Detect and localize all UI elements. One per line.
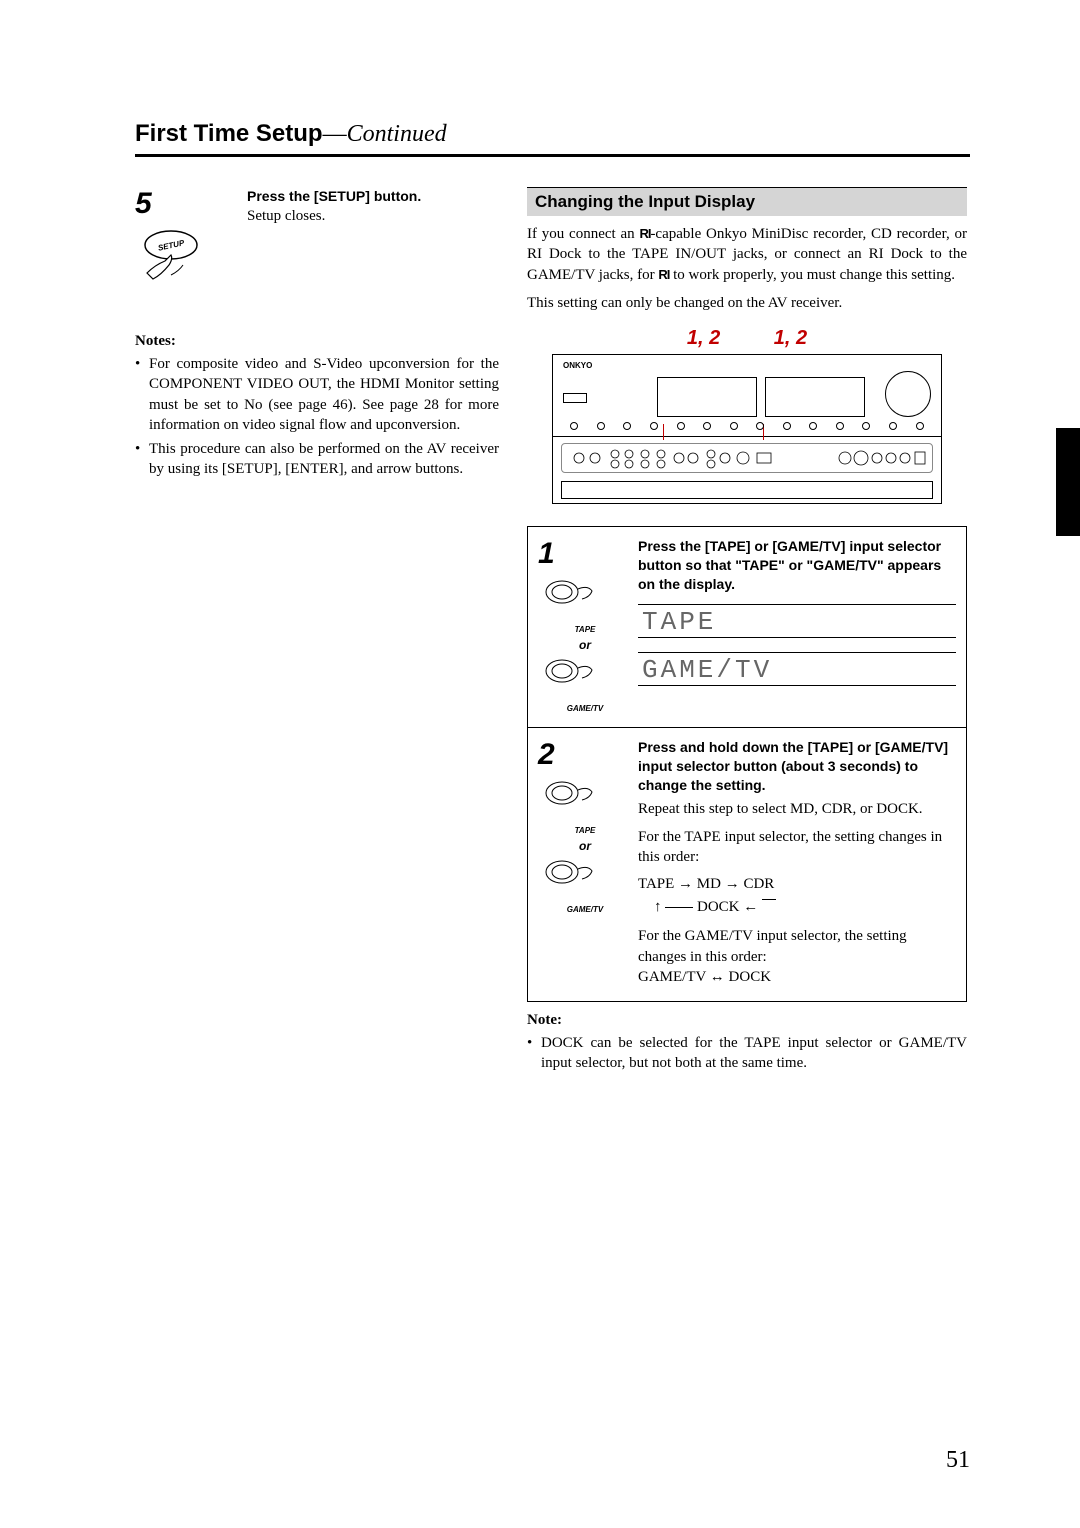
step-2-line2: For the TAPE input selector, the setting… xyxy=(638,827,956,868)
right-note-1: DOCK can be selected for the TAPE input … xyxy=(527,1033,967,1074)
step-1-left: 1 TAPE or xyxy=(538,537,632,713)
tape-button-illustration-2: TAPE xyxy=(538,778,632,835)
step-5: 5 SETUP Press the [SETUP] button. Setup … xyxy=(135,187,499,303)
left-note-1: For composite video and S-Video upconver… xyxy=(135,354,499,435)
cycle-corner xyxy=(762,899,776,900)
page-container: First Time Setup—Continued 5 SETUP xyxy=(0,0,1080,1134)
title-main: First Time Setup xyxy=(135,120,323,147)
dock-text: DOCK xyxy=(697,899,740,915)
cycle-underline-left xyxy=(665,907,693,908)
section-tab xyxy=(1056,428,1080,536)
step-5-heading: Press the [SETUP] button. xyxy=(247,187,499,206)
step-2-content: Press and hold down the [TAPE] or [GAME/… xyxy=(638,738,956,987)
intro-paragraph-1: If you connect an RI-capable Onkyo MiniD… xyxy=(527,224,967,285)
receiver-top-panel: ONKYO xyxy=(553,355,941,437)
tray xyxy=(561,481,933,499)
left-note-2: This procedure can also be performed on … xyxy=(135,439,499,480)
step-5-text: Press the [SETUP] button. Setup closes. xyxy=(247,187,499,303)
step-2-line1: Repeat this step to select MD, CDR, or D… xyxy=(638,799,956,819)
ri-icon: RI xyxy=(639,225,650,243)
step-2: 2 TAPE or xyxy=(528,728,966,1001)
step-number-5: 5 SETUP xyxy=(135,187,235,303)
section-heading: Changing the Input Display xyxy=(527,187,967,216)
callout-1-2-b: 1, 2 xyxy=(774,327,807,349)
right-note-label: Note: xyxy=(527,1012,967,1029)
steps-box: 1 TAPE or xyxy=(527,526,967,1002)
left-notes-label: Notes: xyxy=(135,333,499,350)
jack-panel xyxy=(561,443,933,473)
game-tv-cycle: GAME/TV ↔ DOCK xyxy=(638,967,956,987)
receiver-brand: ONKYO xyxy=(563,361,592,370)
up-arrow-icon: ↑ xyxy=(654,899,662,915)
left-notes-list: For composite video and S-Video upconver… xyxy=(135,354,499,480)
power-button xyxy=(563,393,587,403)
step-2-left: 2 TAPE or xyxy=(538,738,632,987)
two-column-layout: 5 SETUP Press the [SETUP] button. Setup … xyxy=(135,187,970,1074)
small-buttons-row xyxy=(553,422,941,430)
callout-1-2-a: 1, 2 xyxy=(687,327,720,349)
page-number: 51 xyxy=(946,1447,970,1474)
setup-button-illustration: SETUP xyxy=(135,225,235,303)
device-callouts: 1, 2 1, 2 xyxy=(527,327,967,350)
right-note-list: DOCK can be selected for the TAPE input … xyxy=(527,1033,967,1074)
display-panel-2 xyxy=(765,377,865,417)
lcd-tape: TAPE xyxy=(638,604,956,638)
step-2-line3: For the GAME/TV input selector, the sett… xyxy=(638,926,956,967)
ri-icon-2: RI xyxy=(658,266,669,284)
tape-label-2: TAPE xyxy=(538,826,632,835)
intro-paragraph-2: This setting can only be changed on the … xyxy=(527,293,967,313)
jacks-icons xyxy=(567,445,927,471)
step-2-digit: 2 xyxy=(538,738,632,772)
step-1-digit: 1 xyxy=(538,537,632,571)
cycle-line-1: TAPE → MD → CDR xyxy=(638,873,956,896)
tape-button-illustration: TAPE xyxy=(538,577,632,634)
game-tv-button-illustration: GAME/TV xyxy=(538,656,632,713)
step-5-body: Setup closes. xyxy=(247,206,499,226)
left-arrow-icon: ← xyxy=(743,899,758,915)
game-tv-button-illustration-2: GAME/TV xyxy=(538,857,632,914)
intro-1c: to work properly, you must change this s… xyxy=(669,267,955,283)
tape-label: TAPE xyxy=(538,625,632,634)
receiver-illustration: ONKYO xyxy=(552,354,942,504)
volume-knob xyxy=(885,371,931,417)
game-tv-label-2: GAME/TV xyxy=(538,905,632,914)
step-1: 1 TAPE or xyxy=(528,527,966,728)
cycle-line-2: ↑ DOCK ← xyxy=(638,896,956,919)
or-label-2: or xyxy=(538,839,632,853)
lcd-game-tv: GAME/TV xyxy=(638,652,956,686)
chapter-title: First Time Setup—Continued xyxy=(135,120,970,157)
step-5-digit: 5 xyxy=(135,187,152,220)
step-2-heading: Press and hold down the [TAPE] or [GAME/… xyxy=(638,738,956,795)
left-column: 5 SETUP Press the [SETUP] button. Setup … xyxy=(135,187,499,1074)
intro-1a: If you connect an xyxy=(527,226,639,242)
right-column: Changing the Input Display If you connec… xyxy=(527,187,967,1074)
display-panel-1 xyxy=(657,377,757,417)
or-label-1: or xyxy=(538,638,632,652)
step-1-content: Press the [TAPE] or [GAME/TV] input sele… xyxy=(638,537,956,713)
title-separator: — xyxy=(323,121,347,147)
tape-cycle: TAPE → MD → CDR ↑ DOCK ← xyxy=(638,873,956,918)
step-1-heading: Press the [TAPE] or [GAME/TV] input sele… xyxy=(638,537,956,594)
game-tv-label: GAME/TV xyxy=(538,704,632,713)
title-continued: Continued xyxy=(347,121,447,147)
receiver-bottom-panel xyxy=(553,437,941,503)
